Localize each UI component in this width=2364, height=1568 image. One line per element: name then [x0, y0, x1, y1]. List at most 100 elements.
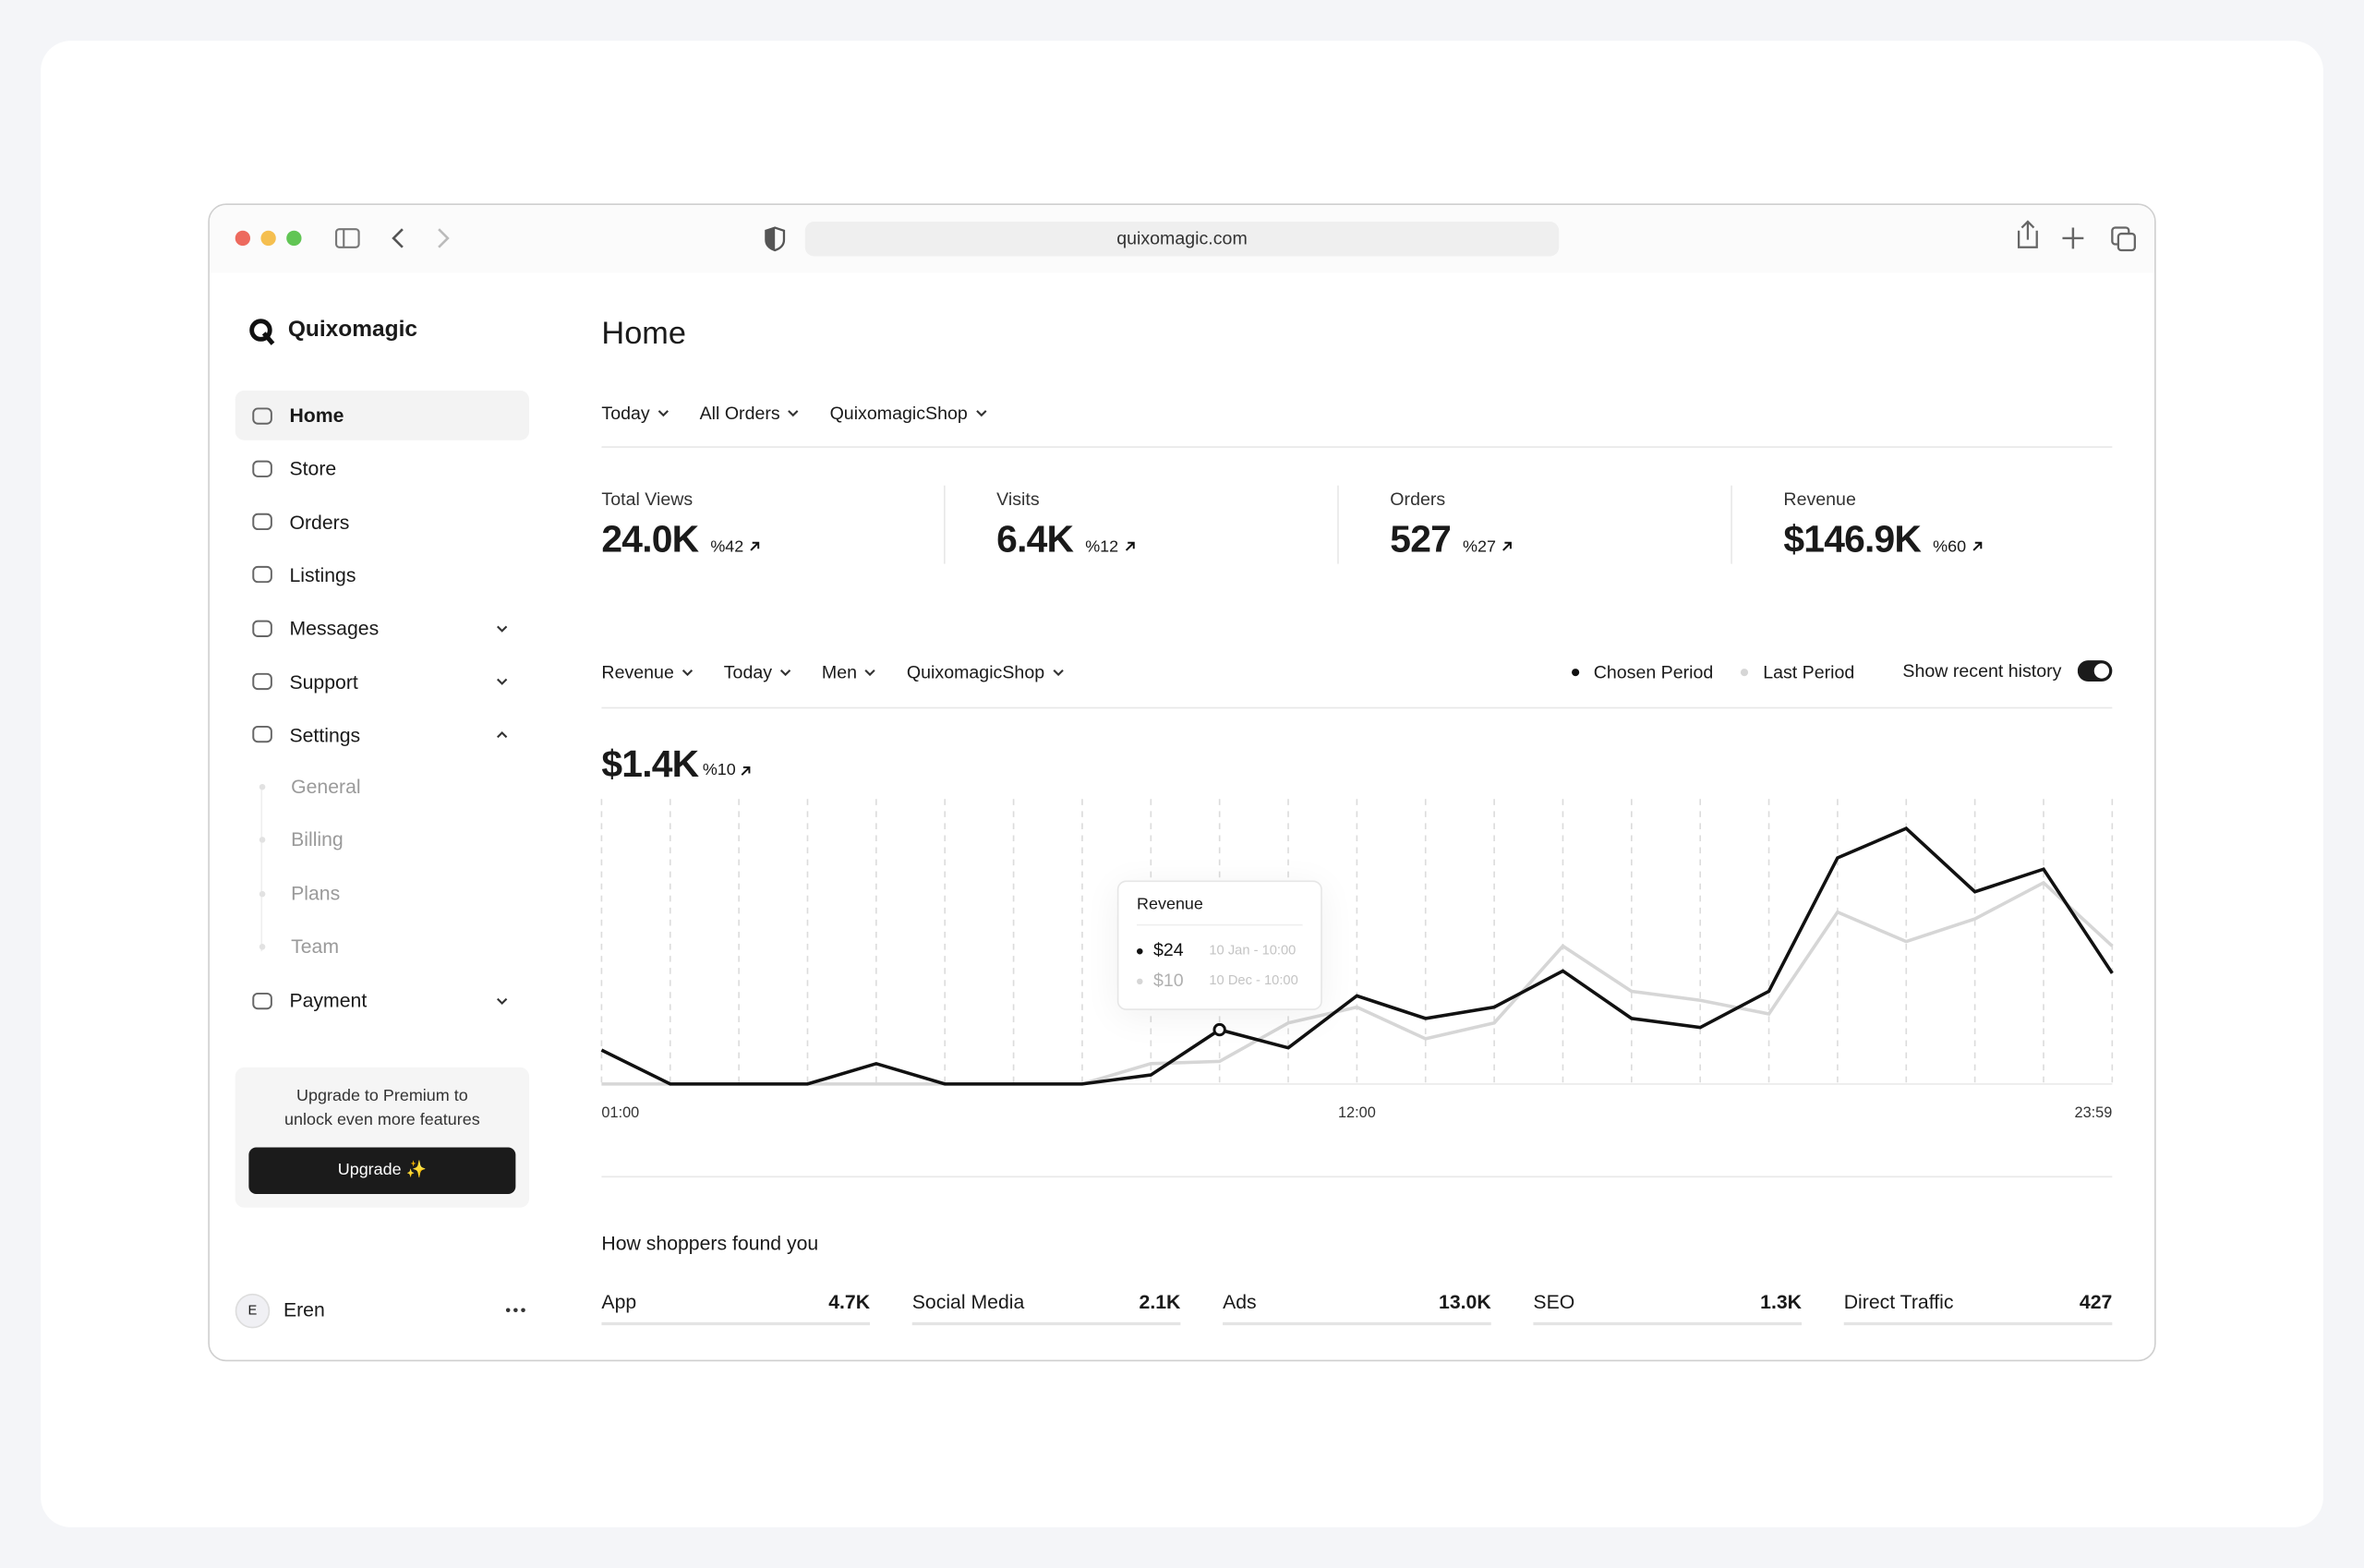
sub-dot — [259, 837, 266, 844]
filter-label: Men — [821, 661, 858, 683]
toggle-knob — [2093, 663, 2110, 679]
filter-label: All Orders — [699, 402, 780, 424]
kpi-value-row: 6.4K %12 — [996, 519, 1135, 562]
nav-icon — [252, 992, 272, 1009]
kpi-divider — [1337, 485, 1339, 564]
tooltip-date: 10 Jan - 10:00 — [1209, 942, 1297, 958]
user-avatar[interactable]: E — [235, 1293, 271, 1329]
sub-item[interactable]: Team — [291, 935, 340, 958]
close-dot[interactable] — [235, 230, 251, 247]
chart-change: %10 — [703, 761, 751, 779]
filter-label: QuixomagicShop — [829, 402, 968, 424]
nav-item[interactable]: Support — [235, 657, 529, 706]
nav-item[interactable]: Orders — [235, 497, 529, 547]
tooltip-dot — [1137, 947, 1143, 955]
sub-rail — [260, 785, 263, 952]
sub-item[interactable]: Plans — [291, 881, 341, 905]
nav-icon — [252, 726, 272, 743]
user-menu[interactable] — [505, 1304, 526, 1316]
kpi-change: %42 — [710, 537, 744, 557]
filter-dropdown[interactable]: All Orders — [700, 403, 800, 424]
upgrade-box: Upgrade to Premium to unlock even more f… — [235, 1067, 530, 1208]
forward-icon[interactable] — [438, 228, 450, 248]
chevron-path — [780, 669, 791, 677]
kpi-label: Visits — [996, 488, 1040, 510]
source-value: 13.0K — [1439, 1290, 1491, 1314]
nav-icon-shape — [252, 992, 272, 1009]
chevron-icon — [975, 410, 987, 417]
series-line — [600, 826, 2114, 1086]
nav-icon — [252, 672, 272, 691]
nav-item[interactable]: Store — [235, 443, 529, 493]
share-icon[interactable] — [2017, 220, 2038, 248]
chevron-path — [657, 410, 669, 417]
trend-arrow-path — [1502, 541, 1513, 551]
kpi-value: $146.9K — [1783, 518, 1922, 561]
kpi-change: %27 — [1463, 537, 1496, 557]
chevron-icon — [788, 410, 800, 417]
nav-label: Messages — [289, 617, 380, 640]
nav-item[interactable]: Home — [235, 390, 530, 440]
new-tab-icon[interactable] — [2062, 227, 2084, 249]
source-value: 4.7K — [828, 1290, 871, 1314]
back-icon[interactable] — [392, 228, 404, 248]
chevron-icon — [657, 410, 669, 417]
nav-item[interactable]: Messages — [235, 603, 529, 653]
source-item: Direct Traffic 427 — [1843, 1290, 2113, 1326]
source-label: Social Media — [911, 1290, 1025, 1314]
filter-dropdown[interactable]: Men — [822, 662, 876, 683]
address-bar[interactable]: quixomagic.com — [804, 222, 1560, 257]
tooltip-dot — [1137, 978, 1143, 985]
chevron-icon — [497, 678, 508, 685]
x-tick-label: 12:00 — [1338, 1104, 1376, 1121]
nav-item[interactable]: Listings — [235, 550, 529, 600]
kpi-value-row: 527 %27 — [1390, 519, 1513, 562]
toggle-label: Show recent history — [1902, 660, 2062, 681]
source-label: Ads — [1223, 1290, 1257, 1314]
kpi-value: 24.0K — [601, 518, 699, 561]
source-value: 1.3K — [1760, 1290, 1803, 1314]
sidebar-icon[interactable] — [335, 228, 360, 248]
filter-dropdown[interactable]: QuixomagicShop — [830, 403, 987, 424]
filter-dropdown[interactable]: QuixomagicShop — [907, 662, 1064, 683]
kpi-value: 6.4K — [996, 518, 1074, 561]
nav-icon — [252, 566, 272, 584]
filter-label: QuixomagicShop — [906, 661, 1045, 683]
zoom-dot[interactable] — [286, 230, 302, 247]
source-item: Social Media 2.1K — [911, 1290, 1181, 1326]
chart-tooltip: Revenue $24 10 Jan - 10:00 $10 10 Dec - 10:… — [1116, 880, 1322, 1010]
filter-dropdown[interactable]: Revenue — [601, 662, 694, 683]
history-toggle[interactable] — [2077, 658, 2114, 682]
kpi-value-row: 24.0K %42 — [601, 519, 760, 562]
filter-dropdown[interactable]: Today — [724, 662, 792, 683]
kpi-value: 527 — [1390, 518, 1451, 561]
nav-item[interactable]: Settings — [235, 710, 529, 760]
tooltip-date: 10 Dec - 10:00 — [1209, 972, 1298, 988]
legend-item: Chosen Period — [1571, 662, 1713, 683]
upgrade-button[interactable]: Upgrade ✨ — [248, 1147, 516, 1195]
source-label: Direct Traffic — [1843, 1290, 1954, 1314]
browser-window: quixomagic.com Quixomagic Home Store Order… — [208, 203, 2156, 1362]
chevron-icon — [497, 731, 508, 739]
minimize-dot[interactable] — [260, 230, 276, 247]
sub-item[interactable]: General — [291, 775, 361, 798]
chevron-icon — [1053, 669, 1064, 677]
chevron-path — [497, 731, 508, 739]
chevron-icon — [681, 669, 694, 677]
filter-dropdown[interactable]: Today — [601, 403, 669, 424]
nav-item[interactable]: Payment — [235, 976, 529, 1026]
tooltip-title: Revenue — [1137, 895, 1203, 914]
trend-arrow-path — [1972, 541, 1983, 551]
kpi-change: %12 — [1085, 537, 1119, 557]
chevron-icon — [865, 669, 876, 677]
legend-dot — [1572, 669, 1580, 677]
divider — [601, 1176, 2113, 1178]
nav-label: Payment — [289, 989, 368, 1012]
source-item: App 4.7K — [601, 1290, 871, 1326]
trend-arrow — [1502, 541, 1513, 551]
sub-item[interactable]: Billing — [291, 827, 344, 851]
hover-marker — [1212, 1022, 1226, 1037]
tooltip-value: $10 — [1152, 969, 1184, 991]
